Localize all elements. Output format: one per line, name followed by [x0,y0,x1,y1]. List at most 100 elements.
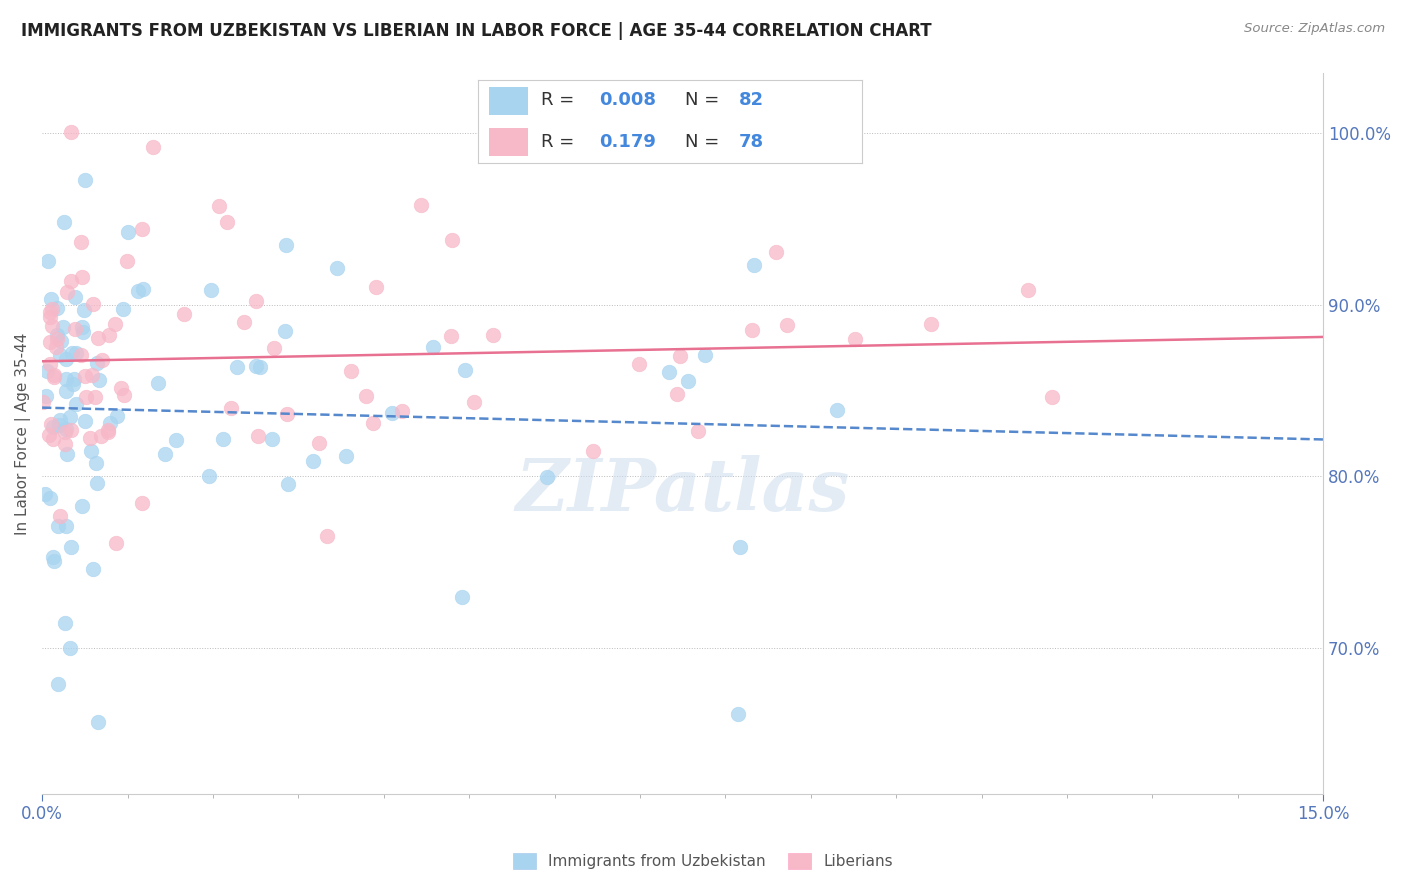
Point [75,414,97,428]
Point [72,325,94,339]
Point [82,368,104,383]
Point [728,540,751,554]
Point [55,519,77,533]
Point [247,429,270,443]
Point [79,432,101,446]
Point [98,327,121,342]
Point [86,355,108,369]
Point [60,125,83,139]
Point [1040,390,1063,404]
Point [439,328,461,343]
Point [48,677,70,691]
Point [844,332,866,346]
Point [55,351,77,366]
Point [132,282,155,296]
Point [60,274,83,288]
Point [454,362,477,376]
Point [277,477,299,491]
Point [49,413,72,427]
Point [39,357,62,371]
Point [39,304,62,318]
Point [340,364,363,378]
Point [44,554,66,568]
Point [48,508,70,523]
Point [105,409,128,423]
Point [86,456,108,470]
Point [48,418,70,433]
Point [245,294,267,309]
Point [361,416,384,430]
Point [53,437,76,451]
Point [45,340,67,354]
Point [84,390,107,404]
Point [82,297,104,311]
Point [62,376,84,391]
Point [65,345,87,359]
Point [315,529,337,543]
Point [53,615,76,630]
Point [34,487,56,501]
Point [73,173,96,187]
Point [741,323,763,337]
Point [695,348,717,362]
Point [39,310,62,325]
Point [142,140,165,154]
Point [666,387,689,401]
Point [53,425,76,440]
Point [38,335,60,350]
Point [744,258,766,272]
Point [82,561,104,575]
Point [86,476,108,491]
Point [104,317,127,331]
Point [60,345,83,359]
Point [212,432,235,446]
Point [44,370,66,384]
Point [46,328,69,343]
Point [98,416,121,430]
Point [658,365,681,379]
Point [73,303,96,318]
Point [765,244,787,259]
Point [325,261,347,276]
Point [274,324,297,338]
Point [232,315,254,329]
Point [51,334,73,348]
Point [60,423,83,437]
Point [422,340,444,354]
Point [59,409,82,424]
Point [463,395,485,409]
Point [55,422,77,436]
Point [59,640,82,655]
Point [75,369,97,384]
Point [131,495,153,509]
Point [200,283,222,297]
Y-axis label: In Labor Force | Age 35-44: In Labor Force | Age 35-44 [15,332,31,534]
Text: ZIPatlas: ZIPatlas [516,456,849,526]
Text: IMMIGRANTS FROM UZBEKISTAN VS LIBERIAN IN LABOR FORCE | AGE 35-44 CORRELATION CH: IMMIGRANTS FROM UZBEKISTAN VS LIBERIAN I… [21,22,932,40]
Point [60,540,83,554]
Point [335,449,357,463]
Point [208,199,231,213]
Point [55,447,77,461]
Point [245,359,267,373]
Point [87,714,110,729]
Point [276,407,298,421]
Point [302,454,325,468]
Point [627,357,650,371]
Point [45,332,67,346]
Point [41,301,63,316]
Point [364,280,387,294]
Point [56,285,79,299]
Point [70,269,93,284]
Point [117,225,139,239]
Point [263,341,285,355]
Point [46,519,69,533]
Point [260,432,283,446]
Point [31,395,53,409]
Point [165,433,187,447]
Point [451,590,474,604]
Point [97,425,120,440]
Point [49,348,72,362]
Point [582,444,605,458]
Point [249,359,271,374]
